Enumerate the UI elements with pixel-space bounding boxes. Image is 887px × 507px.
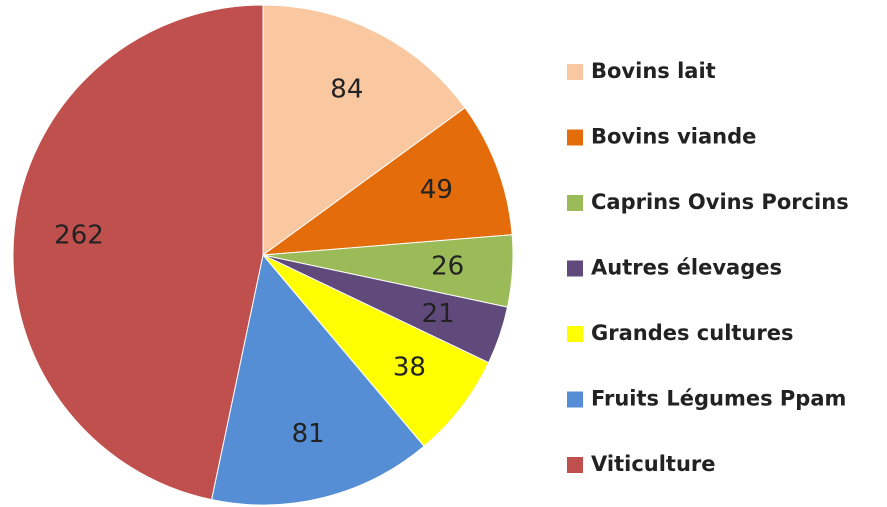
legend-swatch bbox=[567, 129, 583, 146]
data-label: 262 bbox=[54, 220, 104, 250]
pie-slice bbox=[262, 4, 466, 256]
data-label: 21 bbox=[422, 299, 455, 329]
legend-label: Fruits Légumes Ppam bbox=[591, 387, 846, 411]
legend-swatch bbox=[567, 260, 583, 277]
data-label: 26 bbox=[431, 251, 464, 281]
legend-swatch bbox=[567, 64, 583, 80]
legend-label: Autres élevages bbox=[591, 256, 782, 280]
pie-slice bbox=[210, 253, 425, 506]
legend-label: Bovins lait bbox=[591, 59, 716, 83]
legend-label: Grandes cultures bbox=[591, 321, 793, 345]
legend-swatch bbox=[567, 457, 583, 473]
data-label: 38 bbox=[393, 353, 426, 383]
pie-slice bbox=[261, 107, 513, 256]
legend-label: Viticulture bbox=[591, 452, 716, 476]
legend-label: Bovins viande bbox=[591, 125, 756, 149]
data-label: 49 bbox=[420, 175, 453, 205]
data-label: 84 bbox=[330, 75, 363, 105]
data-label: 81 bbox=[292, 419, 325, 449]
pie-slice bbox=[12, 4, 264, 501]
pie-slice bbox=[262, 254, 490, 447]
legend-swatch bbox=[567, 326, 583, 342]
legend-label: Caprins Ovins Porcins bbox=[591, 190, 849, 214]
legend-swatch bbox=[567, 195, 583, 211]
legend-swatch bbox=[567, 391, 583, 408]
